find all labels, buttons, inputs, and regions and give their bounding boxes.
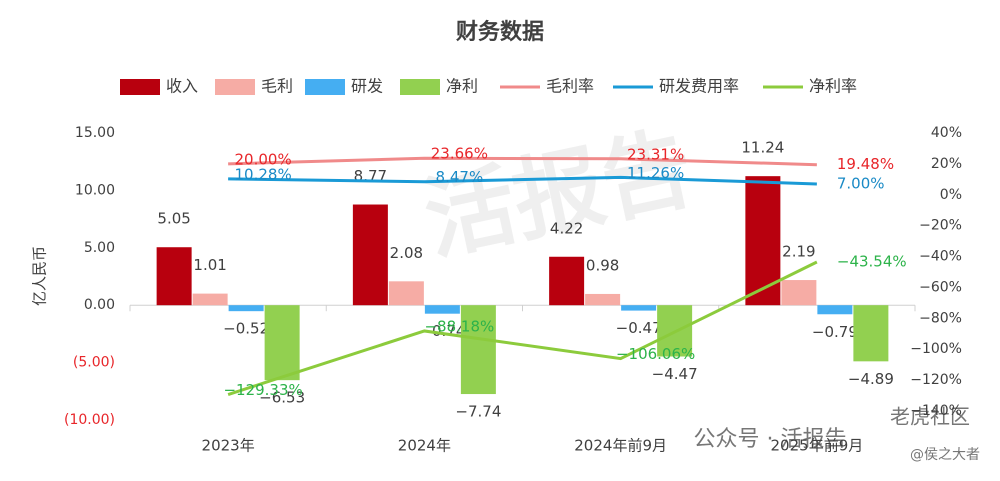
- watermark: 老虎社区: [890, 405, 970, 429]
- y2-tick-label: 20%: [931, 156, 962, 172]
- y-tick-label: 5.00: [84, 240, 115, 256]
- legend-label: 毛利: [261, 77, 293, 96]
- y2-tick-label: −40%: [919, 249, 962, 265]
- data-label: 11.24: [741, 139, 784, 157]
- y-tick-label: 10.00: [75, 182, 115, 198]
- legend-label: 毛利率: [546, 77, 594, 96]
- legend-swatch: [120, 79, 160, 95]
- data-label: −6.53: [259, 389, 305, 407]
- data-label: −4.89: [848, 370, 894, 388]
- data-label: −4.47: [652, 365, 698, 383]
- bar: [352, 204, 388, 306]
- y2-tick-label: 0%: [940, 187, 962, 203]
- x-tick-label: 2025年前9月: [771, 437, 864, 455]
- data-label: 19.48%: [837, 155, 894, 173]
- bar: [192, 293, 228, 306]
- line: [228, 175, 817, 186]
- bar: [853, 305, 889, 362]
- watermark: 公众号 · 活报告: [694, 427, 847, 452]
- x-tick-label: 2023年: [202, 437, 255, 455]
- bar: [549, 256, 585, 306]
- y2-tick-label: −120%: [910, 372, 962, 388]
- watermark: 活报告: [416, 115, 702, 274]
- data-label: 1.01: [193, 256, 226, 274]
- y-axis-label: 亿人民币: [31, 246, 49, 306]
- legend-label: 净利: [446, 77, 478, 96]
- legend-label: 研发: [351, 77, 383, 96]
- y-tick-label: (10.00): [64, 412, 115, 428]
- y2-tick-label: −140%: [910, 403, 962, 419]
- chart-title: 财务数据: [456, 19, 544, 45]
- data-label: 23.31%: [627, 145, 684, 163]
- bar: [621, 305, 657, 311]
- data-label: −0.52: [223, 320, 269, 338]
- data-label: 4.22: [550, 219, 583, 237]
- legend-swatch: [215, 79, 255, 95]
- data-label: −7.74: [455, 403, 501, 421]
- legend-swatch: [305, 79, 345, 95]
- bar: [781, 280, 817, 306]
- bar: [156, 247, 192, 306]
- bar: [745, 176, 781, 306]
- data-label: 8.47%: [436, 168, 484, 186]
- legend-swatch: [400, 79, 440, 95]
- bar: [460, 305, 496, 395]
- data-label: −0.79: [812, 323, 858, 341]
- data-label: 20.00%: [235, 150, 292, 168]
- bar: [264, 305, 300, 381]
- y-tick-label: 15.00: [75, 125, 115, 141]
- data-label: 2.08: [390, 244, 423, 262]
- y2-tick-label: 40%: [931, 125, 962, 141]
- data-label: −43.54%: [837, 253, 907, 271]
- y2-tick-label: −100%: [910, 341, 962, 357]
- y-tick-label: (5.00): [73, 355, 115, 371]
- data-label: −106.06%: [616, 345, 695, 363]
- line: [227, 260, 818, 396]
- bar: [388, 281, 424, 306]
- data-label: 10.28%: [235, 165, 292, 183]
- data-label: 23.66%: [431, 145, 488, 163]
- data-label: 5.05: [157, 210, 190, 228]
- data-label: −0.47: [616, 319, 662, 337]
- data-label: 0.98: [586, 256, 619, 274]
- legend-label: 收入: [166, 77, 198, 96]
- y-tick-label: 0.00: [84, 297, 115, 313]
- x-tick-label: 2024年前9月: [574, 437, 667, 455]
- bar: [424, 305, 460, 314]
- data-label: 7.00%: [837, 174, 885, 192]
- data-label: −88.18%: [424, 317, 494, 335]
- legend-label: 研发费用率: [659, 77, 739, 96]
- data-label: −129.33%: [223, 381, 302, 399]
- y2-tick-label: −20%: [919, 218, 962, 234]
- y2-tick-label: −80%: [919, 310, 962, 326]
- data-label: 11.26%: [627, 164, 684, 182]
- legend-label: 净利率: [809, 77, 857, 96]
- bar: [228, 305, 264, 312]
- bar: [585, 293, 621, 306]
- line: [228, 156, 817, 167]
- y2-tick-label: −60%: [919, 279, 962, 295]
- x-tick-label: 2024年: [398, 437, 451, 455]
- data-label: 2.19: [782, 243, 815, 261]
- bar: [817, 305, 853, 315]
- watermark: @侯之大者: [910, 447, 980, 463]
